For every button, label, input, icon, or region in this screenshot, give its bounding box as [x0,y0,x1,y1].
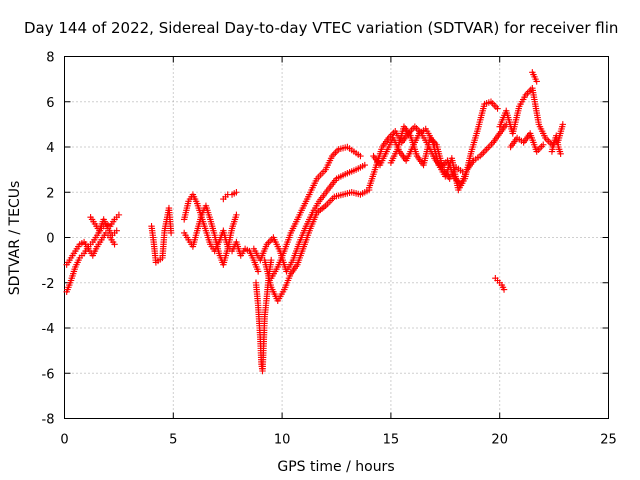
data-point [557,150,564,157]
data-point [254,268,262,275]
data-point [533,78,540,85]
y-tick-label: -8 [42,413,55,428]
y-tick-label: -4 [42,322,55,337]
x-tick-label: 0 [60,433,68,448]
data-point [167,229,175,237]
chart-title: Day 144 of 2022, Sidereal Day-to-day VTE… [24,19,618,37]
x-axis-label: GPS time / hours [277,459,394,475]
axis-ticks: 0 5 10 15 20 25 -8 -6 -4 -2 0 2 4 6 8 [42,51,617,448]
y-tick-label: 6 [46,96,54,111]
y-tick-label: 8 [46,51,54,66]
data-point [357,152,364,160]
data-point [268,256,275,264]
data-point [113,227,120,234]
data-point [233,211,240,219]
data-point [111,241,118,248]
data-point [115,211,123,219]
y-tick-label: 2 [46,186,54,201]
x-tick-label: 20 [491,433,508,448]
x-tick-label: 5 [169,433,177,448]
y-tick-label: 4 [46,141,54,156]
data-point [233,189,240,196]
y-tick-label: -2 [42,277,55,292]
x-tick-label: 15 [383,433,400,448]
data-point [500,286,508,293]
data-point [459,168,466,176]
data-points [63,69,567,375]
y-tick-label: -6 [42,367,55,382]
x-tick-label: 25 [600,433,617,448]
data-point [559,121,567,128]
data-point [494,105,501,112]
y-tick-label: 0 [46,232,54,247]
x-tick-label: 10 [274,433,291,448]
y-axis-label: SDTVAR / TECUs [7,181,23,296]
grid [64,56,609,419]
data-point [361,161,368,169]
data-point [540,141,547,148]
